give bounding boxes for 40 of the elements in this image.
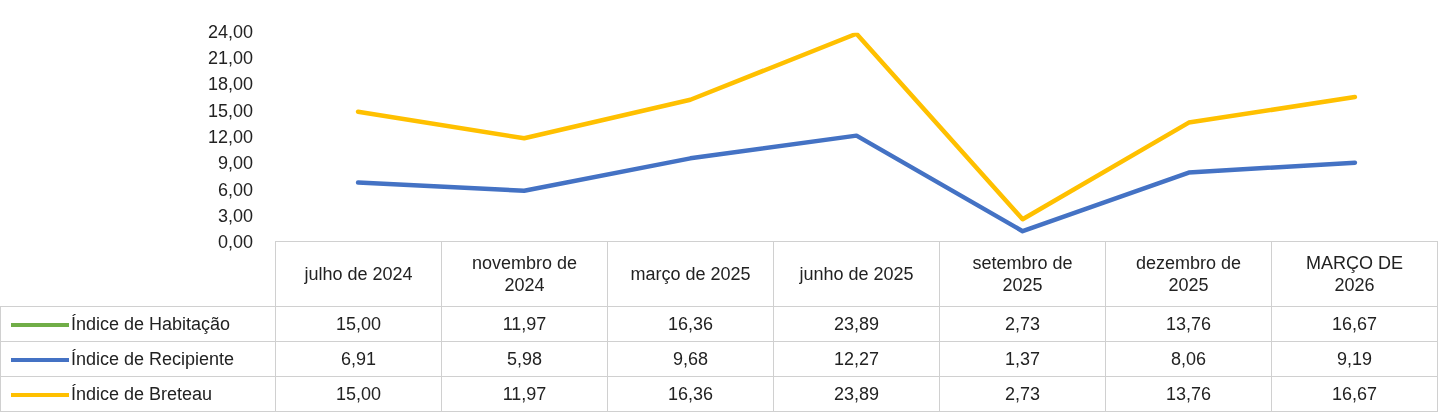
x-tick-label: dezembro de 2025 — [1105, 241, 1272, 307]
x-tick-label: julho de 2024 — [275, 241, 442, 307]
text: 15,00 — [335, 313, 382, 334]
legend-label: Índice de Habitação — [71, 313, 231, 334]
y-tick-label: 15,00 — [207, 100, 253, 121]
x-tick-label: junho de 2025 — [773, 241, 940, 307]
x-tick-label: MARÇO DE 2026 — [1271, 241, 1438, 307]
data-label: 16,67 — [1271, 376, 1438, 412]
text: 23,89 — [833, 313, 880, 334]
data-label: 9,19 — [1271, 341, 1438, 377]
data-label: 9,68 — [607, 341, 774, 377]
x-tick-label: setembro de 2025 — [939, 241, 1106, 307]
text: 16,36 — [667, 313, 714, 334]
y-tick-label: 6,00 — [217, 179, 253, 200]
legend-label: Índice de Breteau — [71, 383, 213, 404]
text: 16,67 — [1331, 313, 1378, 334]
y-tick-label: 18,00 — [207, 74, 253, 95]
text: 13,76 — [1165, 313, 1212, 334]
y-tick-label: 3,00 — [217, 205, 253, 226]
legend-label: Índice de Recipiente — [71, 348, 235, 369]
data-label: 16,36 — [607, 376, 774, 412]
x-tick-label: março de 2025 — [607, 241, 774, 307]
text: 11,97 — [502, 313, 547, 334]
text: 2,73 — [1004, 313, 1041, 334]
data-label: 5,98 — [441, 341, 608, 377]
data-label: 12,27 — [773, 341, 940, 377]
x-tick-label: novembro de 2024 — [441, 241, 608, 307]
data-label: 11,97 — [441, 376, 608, 412]
data-label: 15,00 — [275, 376, 442, 412]
data-label: 23,89 — [773, 376, 940, 412]
y-tick-label: 24,00 — [207, 21, 253, 42]
data-label: 8,06 — [1105, 341, 1272, 377]
y-tick-label: 9,00 — [217, 153, 253, 174]
data-label: 2,73 — [939, 376, 1106, 412]
data-label: 1,37 — [939, 341, 1106, 377]
y-tick-label: 12,00 — [207, 126, 253, 147]
data-label: 13,76 — [1105, 376, 1272, 412]
y-tick-label: 21,00 — [207, 48, 253, 69]
data-label: 6,91 — [275, 341, 442, 377]
y-tick-label: 0,00 — [217, 232, 253, 253]
